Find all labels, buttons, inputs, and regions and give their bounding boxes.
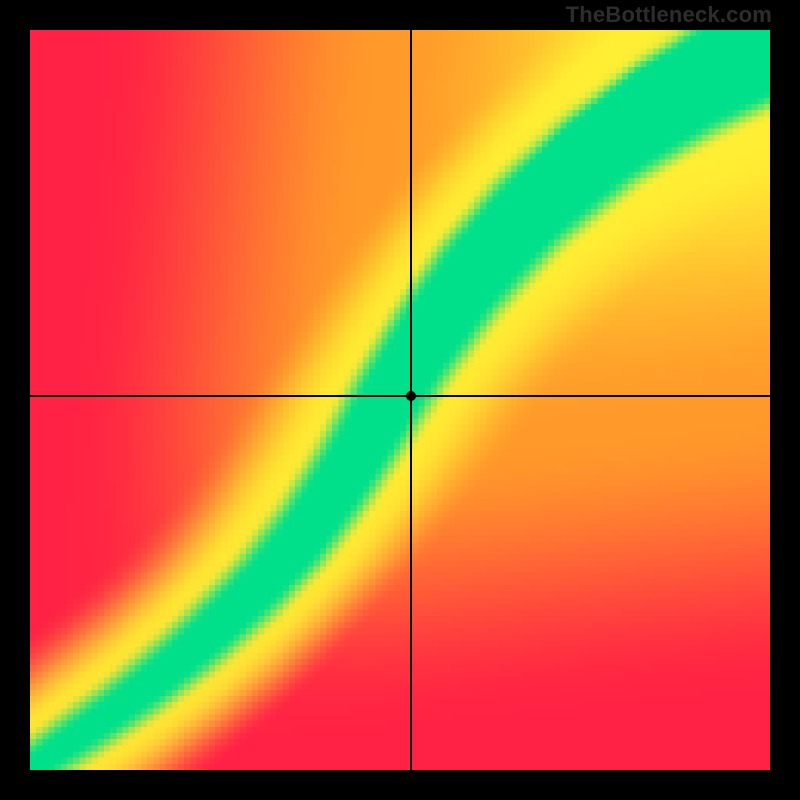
watermark-text: TheBottleneck.com bbox=[566, 2, 772, 28]
chart-frame: TheBottleneck.com bbox=[0, 0, 800, 800]
heatmap-canvas bbox=[30, 30, 770, 770]
heatmap-plot bbox=[30, 30, 770, 770]
